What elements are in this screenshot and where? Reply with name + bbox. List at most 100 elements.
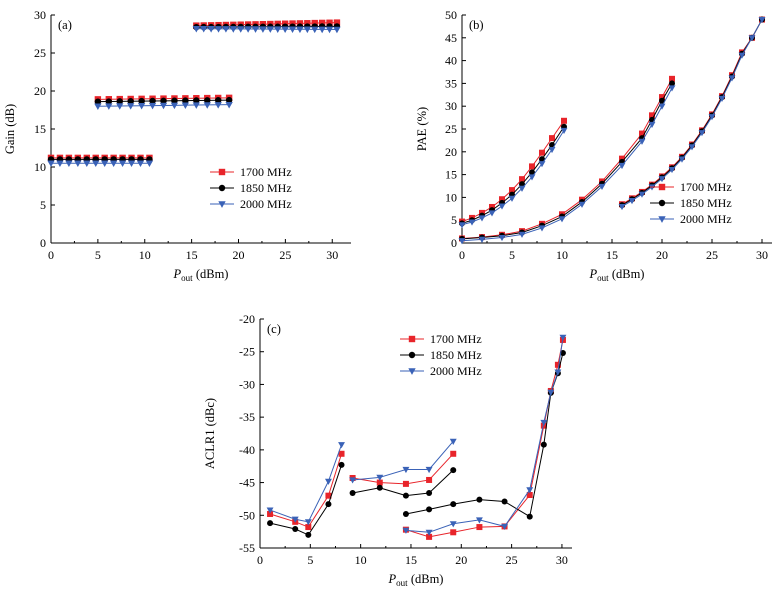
y-tick-label: 0 (40, 236, 46, 250)
series-line (405, 337, 564, 533)
x-tick-label: 30 (756, 248, 768, 262)
y-tick-label: 25 (34, 46, 46, 60)
series-line (621, 19, 763, 206)
data-point (333, 19, 341, 26)
legend-label: 1850 MHz (240, 181, 292, 195)
data-point (171, 97, 178, 104)
data-point (182, 97, 189, 104)
data-point (547, 389, 555, 396)
y-tick-label: -20 (239, 312, 255, 326)
legend-label: 2000 MHz (430, 364, 482, 378)
data-point (267, 520, 274, 527)
legend-marker (218, 184, 226, 192)
y-tick-label: 35 (445, 76, 457, 90)
data-point (402, 466, 410, 474)
data-point (94, 103, 102, 111)
data-point (450, 467, 457, 474)
legend-label: 1850 MHz (680, 196, 732, 210)
y-axis-label: ACLR1 (dBc) (203, 398, 217, 469)
data-point (204, 97, 211, 104)
x-tick-label: 0 (459, 248, 465, 262)
data-point (450, 529, 457, 536)
data-point (402, 527, 410, 534)
data-point (338, 461, 345, 468)
x-axis-label: Pout (dBm) (589, 267, 645, 283)
data-point (558, 216, 566, 223)
series-1700-mhz (47, 19, 341, 162)
data-point (628, 198, 636, 205)
x-tick-label: 30 (556, 553, 568, 567)
data-point (311, 26, 319, 34)
data-point (669, 80, 675, 87)
data-point (291, 516, 299, 523)
data-point (526, 513, 533, 520)
data-point (450, 450, 457, 457)
data-point (193, 97, 200, 104)
data-point (518, 231, 526, 238)
y-tick-label: 15 (34, 122, 46, 136)
data-point (304, 20, 311, 27)
data-point (540, 441, 547, 448)
data-point (207, 26, 215, 33)
x-tick-label: 5 (95, 248, 101, 262)
data-point (554, 369, 562, 376)
y-tick-label: 5 (451, 213, 457, 227)
x-tick-label: 15 (186, 248, 198, 262)
y-tick-label: 30 (445, 99, 457, 113)
data-point (668, 167, 676, 174)
series-line (269, 453, 342, 528)
data-point (116, 103, 124, 110)
data-point (292, 526, 299, 533)
legend-marker (408, 335, 416, 343)
data-point (638, 138, 646, 145)
data-point (501, 523, 509, 531)
data-point (105, 103, 113, 110)
legend: 1700 MHz 1850 MHz 2000 MHz (400, 332, 482, 378)
data-point (229, 26, 237, 33)
chart-panel-c: 0 5 10 15 20 25 30 -55 -50 -45 -40 -35 -30 -25 -20 Pout… (203, 312, 572, 588)
data-point (311, 19, 318, 27)
y-tick-label: 30 (34, 8, 46, 22)
data-point (708, 114, 716, 121)
data-point (476, 496, 483, 503)
data-point (728, 75, 736, 82)
data-point (237, 26, 245, 33)
data-point (116, 98, 123, 105)
data-point (266, 507, 274, 514)
legend-marker (408, 351, 416, 359)
data-point (118, 160, 127, 168)
data-point (539, 156, 545, 163)
data-point (508, 195, 516, 202)
series-line (269, 444, 342, 523)
data-point (324, 478, 332, 485)
data-point (468, 219, 476, 226)
data-point (83, 160, 91, 168)
y-tick-label: 15 (445, 168, 457, 182)
x-tick-label: 25 (506, 553, 518, 567)
data-point (288, 26, 297, 34)
data-point (203, 102, 211, 109)
x-tick-label: 10 (556, 248, 568, 262)
data-point (748, 35, 756, 42)
y-axis-label: PAE (%) (415, 107, 429, 151)
data-point (499, 196, 505, 203)
x-tick-label: 20 (656, 248, 668, 262)
x-tick-label: 15 (405, 553, 417, 567)
data-point (528, 174, 536, 181)
data-point (659, 94, 665, 101)
data-point (303, 26, 312, 34)
data-point (138, 97, 145, 105)
data-point (559, 350, 566, 357)
series-line (621, 19, 763, 205)
data-point (519, 181, 525, 188)
data-point (325, 501, 332, 508)
data-point (718, 95, 726, 103)
x-tick-label: 0 (48, 248, 54, 262)
data-point (267, 510, 274, 517)
x-tick-label: 20 (455, 553, 467, 567)
series-2000-mhz (458, 17, 766, 245)
data-point (376, 479, 383, 486)
x-tick-label: 25 (706, 248, 718, 262)
chart-panel-a: 0 5 10 15 20 25 30 0 5 10 15 20 25 30 Pout (dBm) Gain (… (3, 8, 351, 283)
data-point (518, 185, 526, 192)
